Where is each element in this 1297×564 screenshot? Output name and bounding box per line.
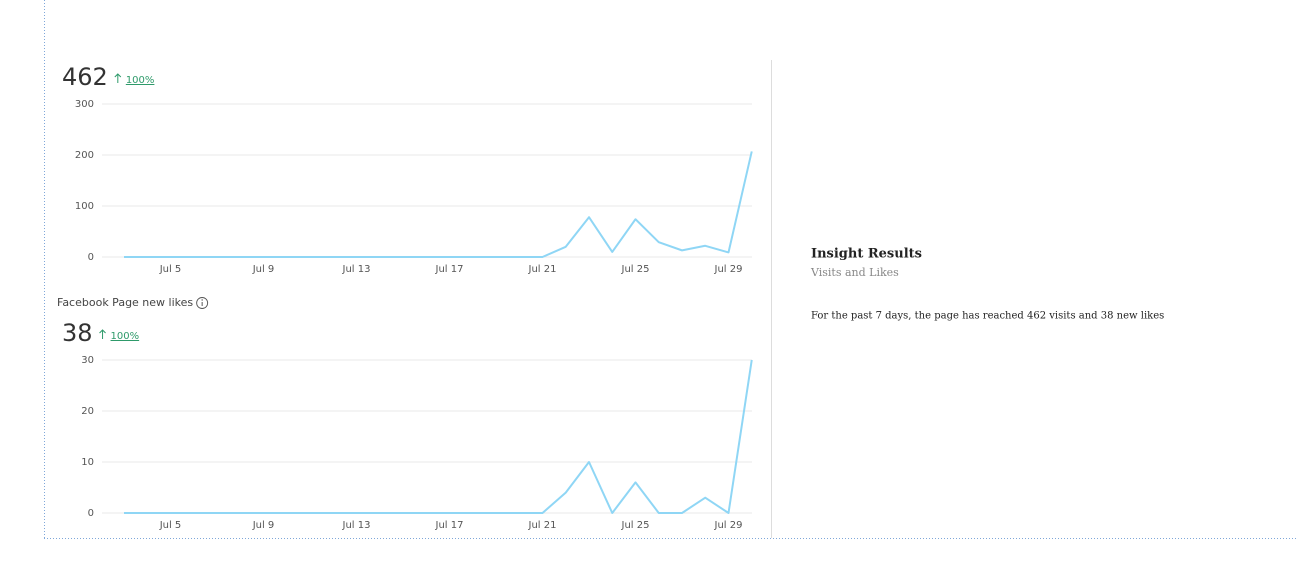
chart-title: Facebook Page new likes: [57, 296, 193, 309]
y-tick-label: 0: [88, 508, 94, 519]
total-value: 462: [62, 63, 108, 91]
data-line: [124, 359, 753, 514]
x-tick-label: Jul 13: [342, 264, 371, 275]
x-tick-label: Jul 21: [528, 520, 557, 531]
up-arrow-icon: [114, 73, 122, 83]
x-tick-label: Jul 21: [528, 264, 557, 275]
y-tick-label: 30: [81, 355, 94, 366]
change-percent: 100%: [126, 75, 155, 86]
x-tick-label: Jul 25: [621, 520, 650, 531]
up-arrow-icon: [99, 329, 106, 339]
y-tick-label: 100: [75, 201, 94, 212]
x-tick-label: Jul 25: [621, 264, 650, 275]
y-tick-label: 10: [81, 457, 94, 468]
x-tick-label: Jul 9: [252, 520, 275, 531]
x-tick-label: Jul 29: [714, 264, 743, 275]
x-tick-label: Jul 13: [342, 520, 371, 531]
change-percent: 100%: [111, 331, 140, 342]
x-tick-label: Jul 29: [714, 520, 743, 531]
x-tick-label: Jul 17: [435, 520, 464, 531]
y-tick-label: 0: [88, 252, 94, 263]
x-tick-label: Jul 5: [159, 264, 182, 275]
insight-subtitle: Visits and Likes: [810, 266, 899, 279]
info-icon: [196, 297, 209, 309]
y-tick-label: 300: [75, 99, 94, 110]
x-tick-label: Jul 5: [159, 520, 182, 531]
info-icon-dot: [201, 299, 203, 301]
insight-title: Insight Results: [811, 247, 922, 262]
x-tick-label: Jul 17: [435, 264, 464, 275]
y-tick-label: 20: [81, 406, 94, 417]
y-tick-label: 200: [75, 150, 94, 161]
data-line: [124, 151, 753, 258]
x-tick-label: Jul 9: [252, 264, 275, 275]
insight-text: For the past 7 days, the page has reache…: [811, 311, 1164, 322]
total-value: 38: [62, 319, 93, 347]
